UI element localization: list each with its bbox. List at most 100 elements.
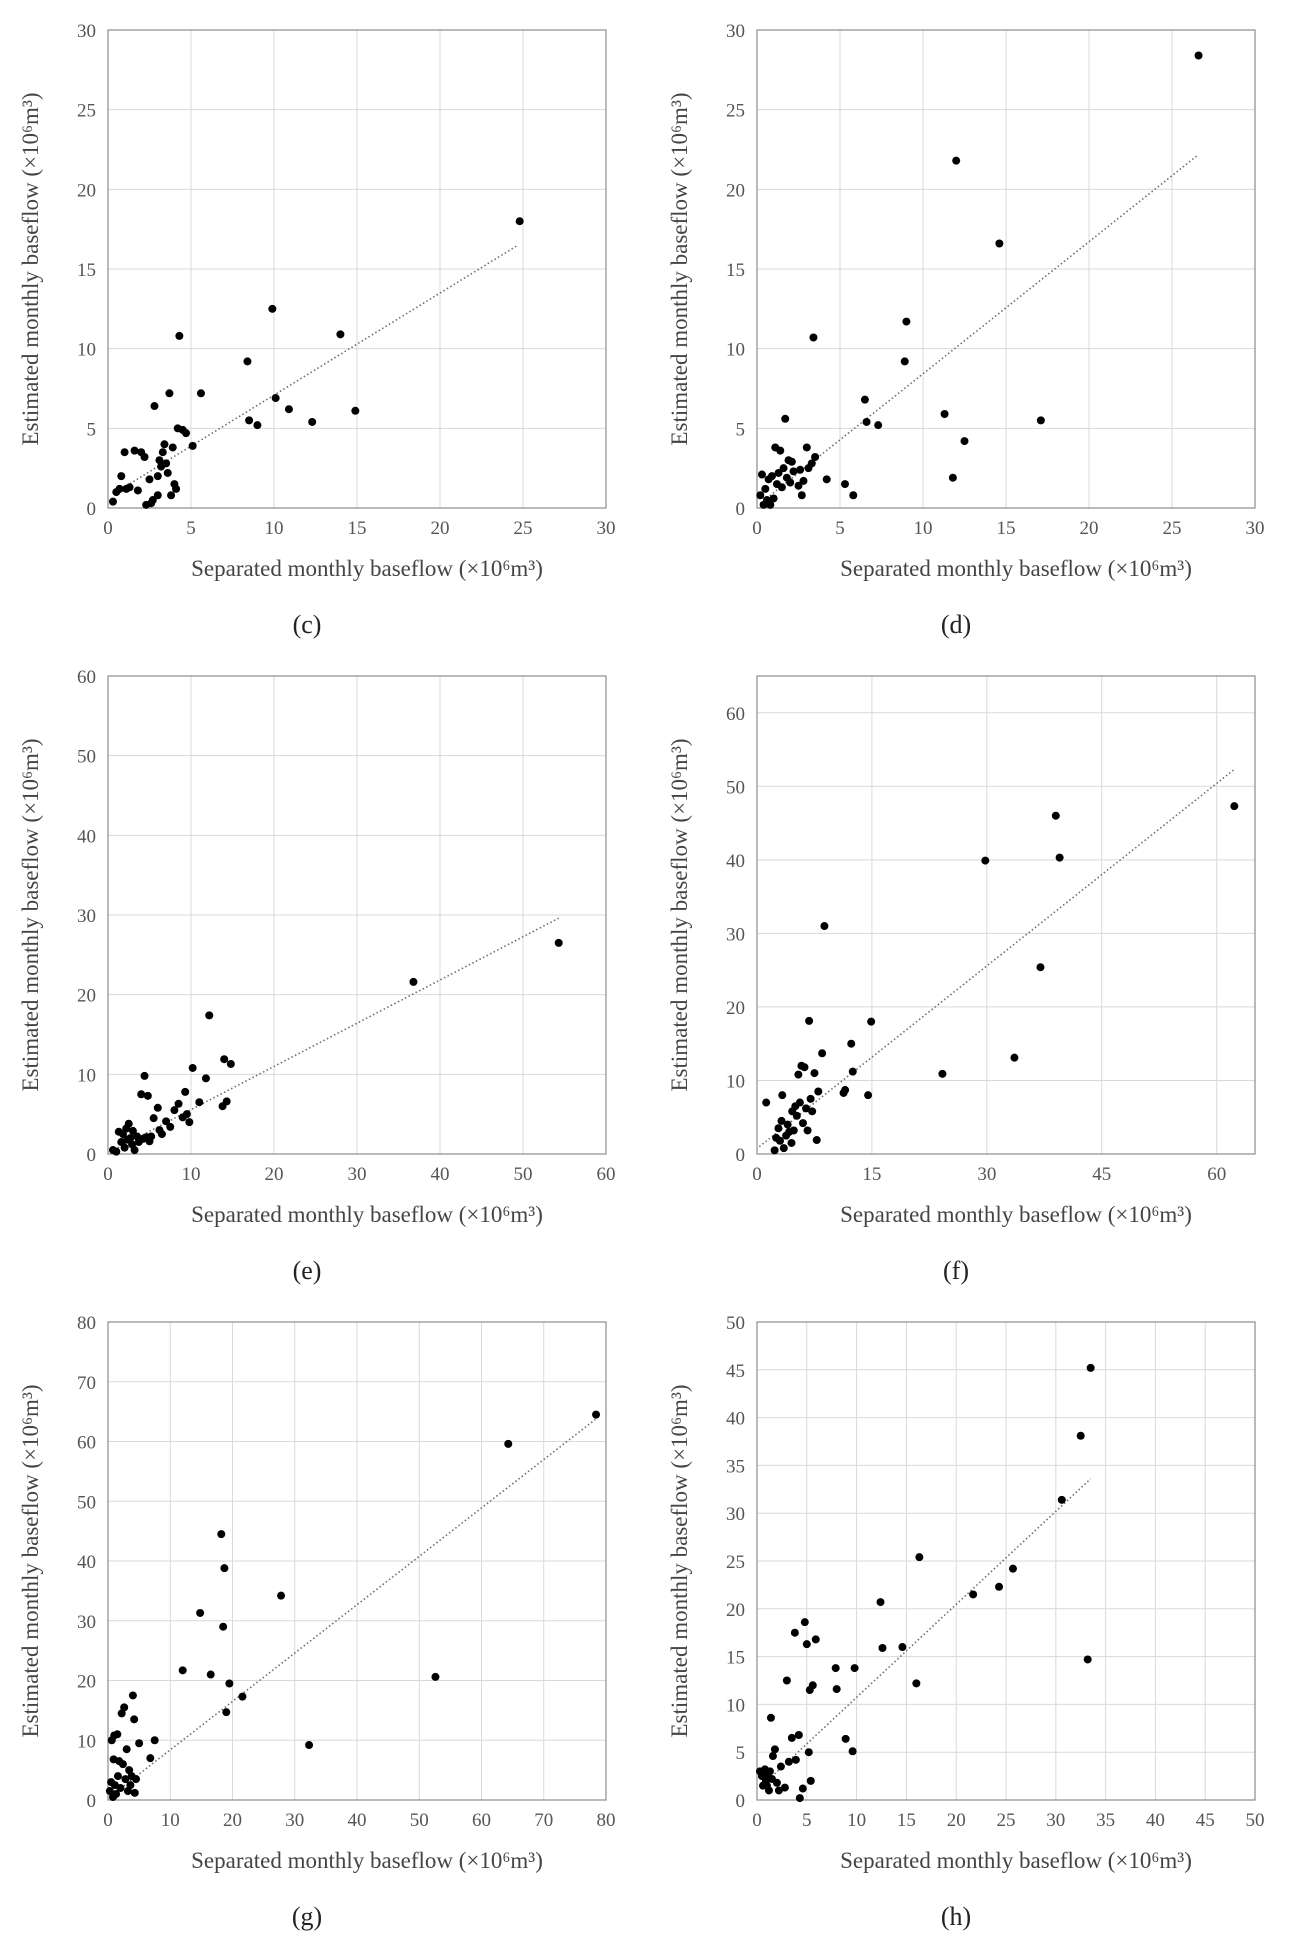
x-tick-label: 30 xyxy=(1246,518,1265,539)
scatter-chart-g: 0 10 20 30 40 50 60 70 80 0 10 20 30 40 50 60 70 80 0.3, 1… xyxy=(18,1313,616,1931)
x-tick-label: 15 xyxy=(862,1164,881,1185)
data-point: 4.2, 1.8 xyxy=(822,475,831,484)
linear-trendline xyxy=(115,244,519,493)
data-point: 2.7, 0.5 xyxy=(148,496,157,505)
x-tick-label: 10 xyxy=(914,518,933,539)
data-point: 6.8, 7 xyxy=(146,1754,155,1763)
y-tick-label: 25 xyxy=(726,1552,745,1573)
y-tick-label: 20 xyxy=(726,180,745,201)
data-point: 0.5, 1.2 xyxy=(761,484,770,493)
y-tick-label: 20 xyxy=(726,998,745,1019)
data-point: 7.5, 3.4 xyxy=(166,1122,175,1131)
x-tick-label: 20 xyxy=(1080,518,1099,539)
data-point: 8, 5.5 xyxy=(170,1106,179,1115)
data-point: 5.1, 3.9 xyxy=(188,441,197,450)
y-tick-label: 10 xyxy=(726,1695,745,1716)
data-point: 1, 0.6 xyxy=(769,494,778,503)
y-tick-label: 10 xyxy=(726,340,745,361)
data-point: 12.5, 11.2 xyxy=(848,1067,857,1076)
data-point: 4.3, 10.8 xyxy=(175,331,184,340)
data-point: 29.8, 39.9 xyxy=(981,856,990,865)
x-axis-title: Separated monthly baseflow (×10⁶m³) xyxy=(840,1848,1192,1873)
y-axis-title: Estimated monthly baseflow (×10⁶m³) xyxy=(18,1384,43,1737)
data-point: 12.3, 5.4 xyxy=(308,417,317,426)
x-tick-label: 60 xyxy=(597,1164,616,1185)
data-point: 2.4, 6 xyxy=(118,1760,127,1769)
data-point: 4.5, 3.5 xyxy=(132,1775,141,1784)
data-point: 1.3, 2.2 xyxy=(774,468,783,477)
data-point: 2.5, 3.8 xyxy=(124,1119,133,1128)
data-point: 14.9, 18 xyxy=(867,1017,876,1026)
data-point: 5, 9.5 xyxy=(135,1739,144,1748)
x-tick-label: 0 xyxy=(752,1164,762,1185)
data-point: 30.6, 31.4 xyxy=(1057,1495,1066,1504)
data-point: 5.8, 0.8 xyxy=(849,491,858,500)
data-point: 4, 7.5 xyxy=(137,1090,146,1099)
data-point: 11.8, 9.5 xyxy=(201,1074,210,1083)
panel-label: (e) xyxy=(293,1256,322,1285)
data-point: 7.3, 5.2 xyxy=(874,421,883,430)
y-tick-label: 10 xyxy=(77,1065,96,1086)
data-point: 27.8, 34.2 xyxy=(277,1591,286,1600)
data-point: 3.4, 10.7 xyxy=(809,333,818,342)
x-tick-label: 50 xyxy=(514,1164,533,1185)
data-point: 6, 5.8 xyxy=(153,1103,162,1112)
data-point: 1, 0.3 xyxy=(112,1147,121,1156)
x-tick-label: 15 xyxy=(348,518,367,539)
data-point: 0.7, 1.2 xyxy=(115,484,124,493)
x-tick-label: 0 xyxy=(103,1164,113,1185)
data-point: 6.5, 6.8 xyxy=(860,395,869,404)
linear-trendline xyxy=(758,768,1235,1148)
chart-panel-e: 010203040506001020304050600.6, 0.51, 0.3… xyxy=(0,646,649,1292)
panel-label: (g) xyxy=(292,1902,322,1931)
y-tick-label: 20 xyxy=(77,180,96,201)
data-point: 14.6, 16 xyxy=(898,1643,907,1652)
data-point: 0.8, 2 xyxy=(117,472,126,481)
data-point: 3, 8.5 xyxy=(122,1745,131,1754)
data-point: 2.8, 1.7 xyxy=(799,476,808,485)
data-point: 5.3, 1.5 xyxy=(840,480,849,489)
data-point: 3, 1.8 xyxy=(775,1136,784,1145)
x-tick-label: 5 xyxy=(186,518,196,539)
data-point: 1.6, 3.6 xyxy=(130,446,139,455)
data-point: 7.8, 1.9 xyxy=(812,1136,821,1145)
data-point: 1.2, 1 xyxy=(764,1786,773,1795)
data-point: 4.1, 1.2 xyxy=(172,484,181,493)
x-axis-title: Separated monthly baseflow (×10⁶m³) xyxy=(191,556,543,581)
y-axis-title: Estimated monthly baseflow (×10⁶m³) xyxy=(667,1384,692,1737)
data-point: 39.5, 40.3 xyxy=(1055,853,1064,862)
data-point: 7, 7.5 xyxy=(806,1094,815,1103)
data-point: 4.4, 9.8 xyxy=(140,1071,149,1080)
panel-label: (f) xyxy=(943,1256,969,1285)
data-point: 21.6, 17.3 xyxy=(238,1692,247,1701)
y-tick-label: 0 xyxy=(736,1791,746,1812)
x-tick-label: 30 xyxy=(597,518,616,539)
data-point: 2.5, 1.8 xyxy=(145,475,154,484)
data-point: 5.6, 7.2 xyxy=(196,389,205,398)
data-point: 1.4, 3.6 xyxy=(776,446,785,455)
data-point: 25.7, 24.2 xyxy=(1008,1564,1017,1573)
data-point: 3.4, 4 xyxy=(160,440,169,449)
plot-area-border xyxy=(107,29,607,509)
data-point: 7.9, 13.8 xyxy=(831,1664,840,1673)
y-tick-label: 10 xyxy=(726,1071,745,1092)
data-point: 7.5, 10 xyxy=(150,1736,159,1745)
y-tick-label: 50 xyxy=(77,1492,96,1513)
data-point: 8, 8.5 xyxy=(814,1087,823,1096)
data-point: 4.3, 0.2 xyxy=(795,1794,804,1803)
data-point: 19.5, 19.5 xyxy=(225,1679,234,1688)
data-point: 8.8, 31 xyxy=(820,922,829,931)
data-point: 3.8, 0.8 xyxy=(167,491,176,500)
y-tick-label: 70 xyxy=(77,1373,96,1394)
data-point: 5.2, 2.2 xyxy=(147,1132,156,1141)
data-point: 5.2, 5 xyxy=(804,1748,813,1757)
data-point: 10.1, 6.9 xyxy=(271,394,280,403)
x-tick-label: 80 xyxy=(597,1810,616,1831)
y-tick-label: 0 xyxy=(736,499,746,520)
x-tick-label: 10 xyxy=(847,1810,866,1831)
data-point: 11.5, 8.7 xyxy=(841,1086,850,1095)
data-point: 8.9, 9.2 xyxy=(900,357,909,366)
data-point: 0.3, 1.5 xyxy=(105,1787,114,1796)
data-point: 2, 1.8 xyxy=(772,1778,781,1787)
data-point: 7, 4.1 xyxy=(162,1117,171,1126)
